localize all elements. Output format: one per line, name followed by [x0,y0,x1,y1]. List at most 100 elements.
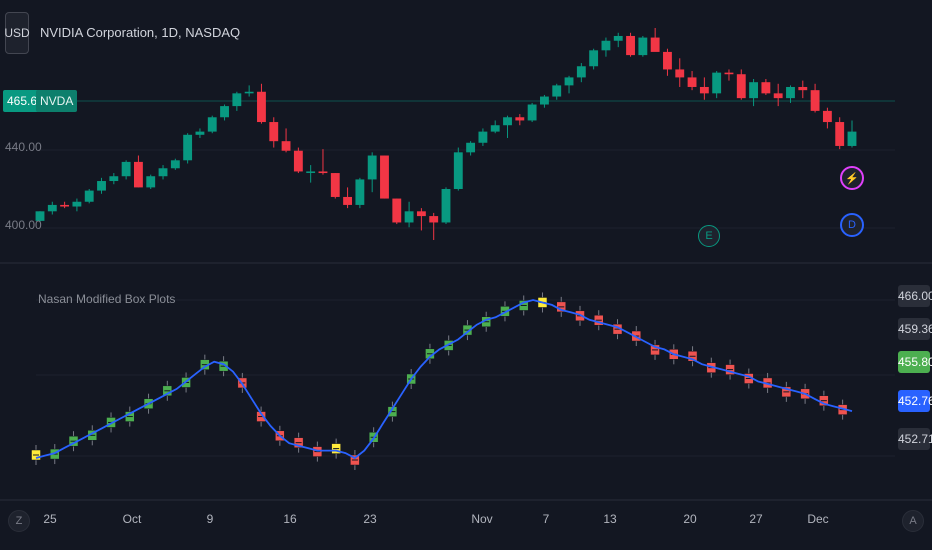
currency-button[interactable]: USD [4,12,30,54]
candle-body [72,201,82,207]
candle-body [650,37,660,52]
candle-body [318,171,328,174]
candle-body [699,86,709,94]
candle-body [552,85,562,97]
time-axis-label: Nov [471,512,493,526]
candle-body [306,171,316,173]
candle-body [146,176,156,188]
candle-body [269,122,279,142]
earnings-marker-icon[interactable]: E [698,225,720,247]
candle-body [675,69,685,78]
candle-body [429,216,439,223]
time-axis-label: 23 [363,512,377,526]
lightning-icon[interactable]: ⚡ [840,166,864,190]
indicator-value-badge: 455.80 [898,351,932,373]
candle-body [97,181,106,191]
candle-body [244,91,254,94]
candle-body [170,160,180,169]
candle-body [293,150,303,172]
indicator-value-badge: 452.71 [898,428,932,450]
candle-body [257,91,266,123]
candle-body [724,72,734,75]
candle-body [527,104,537,121]
candle-body [626,35,635,56]
time-axis-label: 16 [283,512,297,526]
last-price-badge: 465.66 [3,90,44,112]
time-axis-label: 7 [542,512,550,526]
indicator-pane[interactable] [31,292,853,470]
symbol-title: NVIDIA Corporation, 1D, NASDAQ [40,25,241,40]
time-axis-label: 25 [43,512,57,526]
candle-body [183,134,193,161]
candle-body [232,93,242,107]
candle-body [281,141,291,151]
candle-body [810,90,820,111]
candle-body [330,173,340,197]
indicator-line [35,299,853,460]
grid-lines [0,100,932,501]
candle-body [822,110,832,123]
candle-body [773,93,783,99]
candle-body [109,176,119,182]
candle-body [589,50,599,67]
candle-body [220,106,229,118]
time-axis-label: 27 [749,512,763,526]
candle-body [47,204,57,212]
candle-body [35,211,45,221]
candle-body [441,188,451,223]
candle-body [601,40,611,51]
candle-body [453,152,463,189]
candle-body [466,142,476,153]
time-axis-label: 13 [603,512,617,526]
candle-body [847,131,857,146]
candle-body [367,155,377,180]
candle-body [576,66,586,78]
candle-body [786,86,795,99]
indicator-value-badge: 466.00 [898,285,932,307]
time-axis-label: 20 [683,512,697,526]
candle-body [133,161,143,188]
candle-body [355,179,365,205]
candle-body [60,204,70,207]
candle-body [490,125,500,132]
candle-body [478,131,488,143]
candle-body [798,86,808,91]
zoom-right-button[interactable]: A [902,510,924,532]
candle-body [380,155,389,199]
candle-body [761,82,771,94]
candle-body [121,161,131,177]
candle-body [663,51,672,70]
indicator-name: Nasan Modified Box Plots [38,292,176,306]
candle-body [84,190,94,202]
time-axis-label: Dec [807,512,829,526]
candle-body [515,117,525,121]
candle-body [835,122,845,146]
candle-body [613,35,623,41]
time-axis-label: Oct [122,512,142,526]
candle-body [343,196,353,205]
candle-body [712,72,722,94]
candle-body [207,117,217,132]
price-pane[interactable] [35,28,857,240]
candle-body [416,211,426,217]
price-scale-label: 400.00 [5,218,42,232]
candle-body [749,82,759,99]
time-axis-label: 9 [206,512,214,526]
candle-body [736,74,746,99]
price-scale-label: 440.00 [5,140,42,154]
candle-body [392,198,402,223]
candle-body [195,131,205,135]
candle-body [687,77,697,87]
indicator-value-badge: 459.36 [898,318,932,340]
ticker-badge: NVDA [36,90,78,112]
candle-body [564,77,574,86]
candle-body [539,96,549,105]
candle-body [158,168,168,177]
dividend-marker-icon[interactable]: D [840,213,864,237]
candle-body [404,211,414,223]
candle-body [503,117,512,126]
zoom-left-button[interactable]: Z [8,510,30,532]
candle-body [638,37,648,56]
indicator-value-badge: 452.76 [898,390,932,412]
